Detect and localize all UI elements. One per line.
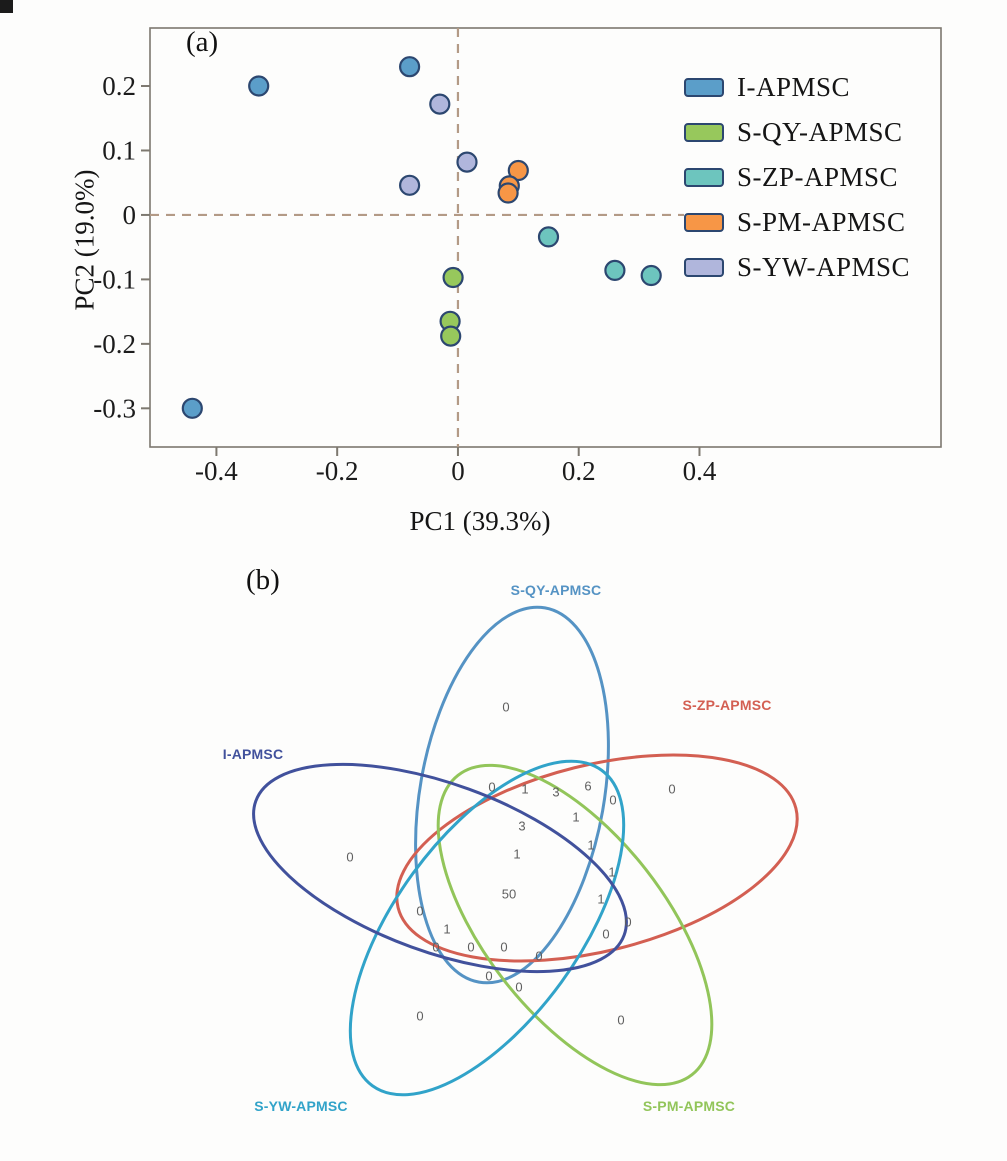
data-point-s-pm-apmsc (498, 175, 520, 197)
data-point-s-zp-apmsc (537, 226, 560, 248)
venn-region-count: 0 (416, 1008, 424, 1024)
data-point-s-qy-apmsc (442, 266, 464, 289)
venn-region-count: 0 (624, 914, 632, 930)
legend-item: S-PM-APMSC (684, 207, 910, 238)
venn-region-count: 0 (609, 792, 617, 808)
legend-item: I-APMSC (684, 72, 910, 103)
data-point-s-zp-apmsc (640, 264, 662, 287)
data-point-s-qy-apmsc (439, 310, 461, 332)
venn-region-count: 0 (668, 781, 676, 797)
venn-region-count: 0 (617, 1012, 625, 1028)
x-tick-label: 0.2 (562, 456, 596, 486)
data-point-s-qy-apmsc (440, 325, 462, 347)
venn-region-count: 0 (432, 939, 440, 955)
venn-ellipse-s-qy-apmsc (414, 605, 610, 985)
venn-region-count: 0 (502, 699, 510, 715)
legend-item: S-ZP-APMSC (684, 162, 910, 193)
legend: I-APMSC S-QY-APMSC S-ZP-APMSC S-PM-APMSC… (684, 72, 910, 283)
legend-label: S-PM-APMSC (737, 207, 906, 237)
y-tick-label: -0.2 (93, 329, 136, 359)
data-point-s-zp-apmsc (604, 259, 626, 281)
data-point-s-pm-apmsc (497, 182, 519, 204)
venn-set-label: S-PM-APMSC (642, 1098, 736, 1114)
data-point-i-apmsc (248, 75, 270, 97)
venn-region-count: 1 (443, 921, 451, 937)
legend-swatch (684, 258, 724, 277)
venn-region-count: 0 (515, 979, 523, 995)
data-point-i-apmsc (399, 56, 421, 78)
x-tick-label: -0.2 (316, 456, 359, 486)
x-tick-label: -0.4 (195, 456, 238, 486)
venn-set-label: S-QY-APMSC (510, 582, 602, 598)
venn-ellipse-s-zp-apmsc (395, 753, 799, 963)
venn-region-count: 0 (535, 948, 543, 964)
venn-region-count: 6 (584, 778, 592, 794)
legend-label: S-QY-APMSC (737, 117, 903, 147)
y-tick-label: -0.3 (93, 393, 136, 423)
venn-region-count: 1 (608, 864, 616, 880)
panel-a-label: (a) (186, 26, 219, 58)
venn-region-count: 1 (572, 809, 580, 825)
data-point-s-yw-apmsc (456, 151, 478, 173)
legend-label: S-YW-APMSC (737, 252, 911, 282)
legend-swatch (684, 123, 724, 142)
venn-region-count: 0 (416, 903, 424, 919)
venn-region-count: 0 (346, 849, 354, 865)
venn-set-label: I-APMSC (222, 746, 284, 762)
legend-label: I-APMSC (737, 72, 851, 102)
legend-item: S-QY-APMSC (684, 117, 910, 148)
y-tick-label: 0.1 (102, 135, 136, 165)
venn-region-count: 0 (602, 926, 610, 942)
legend-swatch (684, 168, 724, 187)
data-point-s-pm-apmsc (507, 159, 529, 182)
legend-swatch (684, 213, 724, 232)
scan-artifact-corner (0, 0, 13, 13)
legend-item: S-YW-APMSC (684, 252, 910, 283)
x-tick-label: 0 (451, 456, 465, 486)
venn-region-count: 0 (488, 779, 496, 795)
venn-region-count: 3 (518, 818, 526, 834)
y-tick-label: 0 (123, 200, 137, 230)
venn-region-count: 3 (552, 784, 560, 800)
x-tick-label: 0.4 (683, 456, 717, 486)
venn-region-count: 1 (587, 837, 595, 853)
venn-region-count: 0 (500, 939, 508, 955)
data-point-i-apmsc (181, 397, 203, 419)
venn-ellipse-i-apmsc (252, 762, 628, 974)
x-axis-title: PC1 (39.3%) (409, 506, 551, 536)
legend-swatch (684, 78, 724, 97)
legend-label: S-ZP-APMSC (737, 162, 899, 192)
venn-region-count: 50 (501, 886, 517, 902)
venn-region-count: 1 (597, 891, 605, 907)
venn-region-count: 0 (485, 968, 493, 984)
data-point-s-yw-apmsc (429, 93, 451, 115)
y-tick-label: 0.2 (102, 71, 136, 101)
venn-region-count: 1 (513, 846, 521, 862)
venn-ellipse-s-yw-apmsc (348, 759, 626, 1097)
data-point-s-yw-apmsc (399, 174, 421, 196)
venn-region-count: 1 (521, 781, 529, 797)
venn-region-count: 0 (467, 939, 475, 955)
y-axis-title: PC2 (19.0%) (69, 169, 100, 311)
venn-set-label: S-YW-APMSC (254, 1098, 348, 1114)
panel-b-label: (b) (246, 564, 280, 596)
venn-set-label: S-ZP-APMSC (682, 697, 772, 713)
